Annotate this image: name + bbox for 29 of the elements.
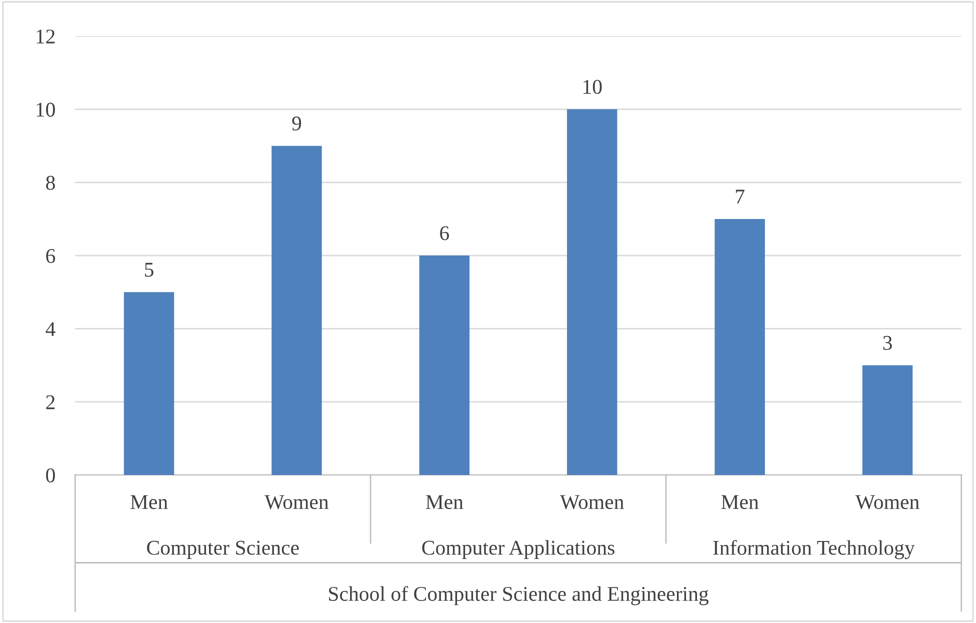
x-tick-label: Men — [426, 495, 464, 510]
data-label: 7 — [736, 190, 744, 204]
data-label: 9 — [292, 116, 302, 130]
y-tick-label: 12 — [36, 30, 55, 44]
text: Computer Applications — [422, 540, 614, 560]
y-tick-label: 0 — [46, 468, 55, 482]
x-tick-label: Women — [264, 495, 329, 510]
x-tick-label: Women — [560, 495, 624, 510]
data-label: 5 — [145, 262, 154, 277]
text: Computer Science — [147, 540, 299, 560]
y-tick-label: 4 — [46, 322, 56, 336]
bar — [862, 365, 913, 475]
y-tick-label: 6 — [46, 248, 56, 263]
y-tick-label: 10 — [36, 102, 55, 117]
bar — [419, 256, 470, 475]
x-tick-label: Men — [130, 495, 168, 510]
bar — [124, 292, 174, 475]
data-label: 10 — [584, 80, 602, 94]
text: Information Technology — [713, 540, 915, 560]
bar — [714, 218, 765, 475]
x-tick-label: Men — [721, 495, 759, 510]
bar — [566, 109, 618, 475]
bar — [272, 146, 322, 475]
y-tick-label: 8 — [46, 176, 55, 190]
x-tick-label: Women — [855, 495, 920, 510]
data-label: 3 — [883, 336, 892, 350]
y-tick-label: 2 — [46, 395, 55, 410]
data-label: 6 — [440, 226, 449, 240]
x-axis-title: School of Computer Science and Engineering — [329, 586, 708, 606]
